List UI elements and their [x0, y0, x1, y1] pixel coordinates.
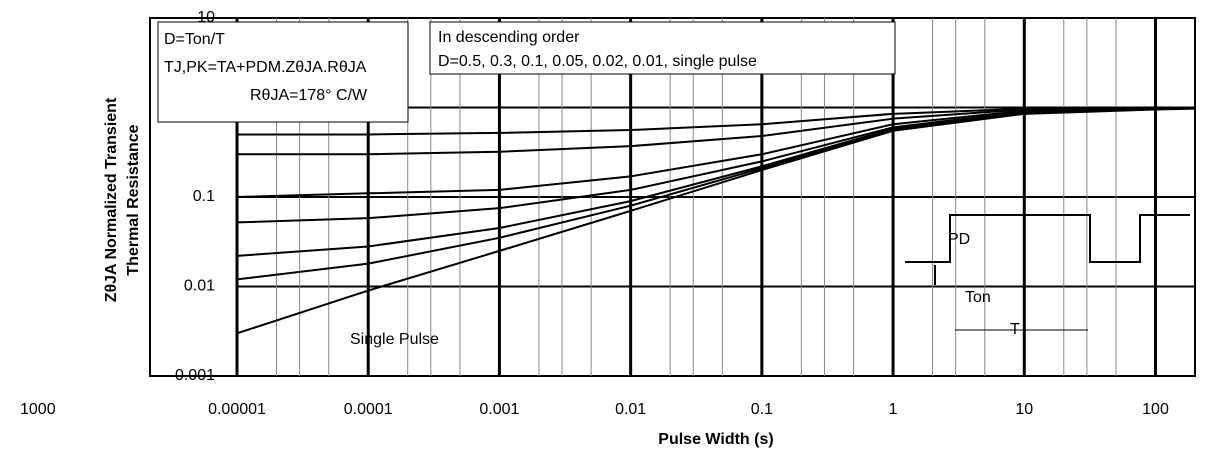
x-axis-label: Pulse Width (s) [658, 431, 773, 448]
annotation: Ton [965, 289, 991, 306]
note-box [157, 21, 409, 123]
x-tick-label: 100 [1142, 401, 1169, 418]
x-tick-label: 0.001 [479, 401, 519, 418]
annotation: TJ,PK=TA+PDM.ZθJA.RθJA [164, 59, 367, 76]
x-tick-label: 0.0001 [344, 401, 393, 418]
x-tick-label: 10 [1015, 401, 1033, 418]
annotation: RθJA=178° C/W [250, 87, 368, 104]
annotation: D=Ton/T [164, 31, 225, 48]
annotation: D=0.5, 0.3, 0.1, 0.05, 0.02, 0.01, singl… [438, 53, 757, 70]
x-tick-label: 0.00001 [208, 401, 266, 418]
x-tick-label: 1 [889, 401, 898, 418]
annotation: In descending order [438, 29, 580, 46]
y-tick-label: 0.01 [184, 278, 215, 295]
annotation: 1000 [20, 401, 56, 418]
series-line [236, 107, 1196, 335]
y-axis-label: Thermal Resistance [125, 124, 142, 275]
x-tick-label: 0.01 [615, 401, 646, 418]
x-tick-label: 0.1 [751, 401, 773, 418]
note-box [429, 21, 896, 75]
y-tick-label: 0.001 [175, 367, 215, 384]
y-axis-label: ZθJA Normalized Transient [103, 97, 120, 302]
annotation: PD [948, 231, 970, 248]
pulse-diagram [905, 214, 1190, 263]
annotation: Single Pulse [350, 331, 439, 348]
y-tick-label: 0.1 [193, 188, 215, 205]
